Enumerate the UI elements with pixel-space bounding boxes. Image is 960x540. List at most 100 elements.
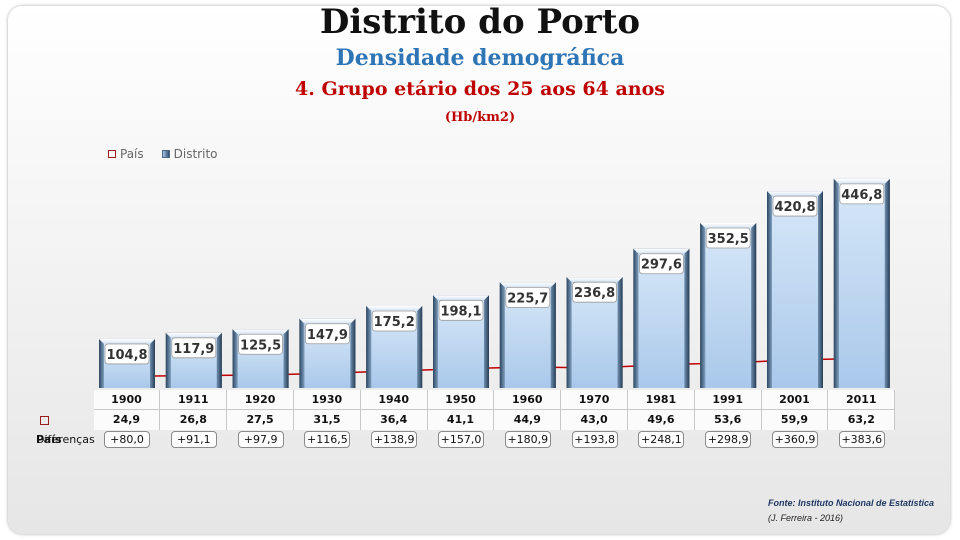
bar-label-1981: 297,6 <box>641 258 682 273</box>
difference-cell: +80,0 <box>104 431 150 448</box>
unit-label: (Hb/km2) <box>444 110 516 125</box>
bar-bevel-left <box>767 191 772 388</box>
pais-row-header: País <box>36 410 62 446</box>
bar-label-1930: 147,9 <box>307 328 348 343</box>
bar-bevel-left <box>433 295 438 388</box>
year-cell: 2001 <box>761 390 829 410</box>
bar-label-1920: 125,5 <box>240 338 281 353</box>
chart-title: Distrito do Porto <box>319 2 641 42</box>
year-cell: 1950 <box>427 390 495 410</box>
bar-bevel-left <box>366 306 372 388</box>
year-cell: 1970 <box>561 390 628 410</box>
bar-bevel-right <box>550 282 556 388</box>
diff-row-header: Diferenças <box>36 430 95 450</box>
difference-cell: +298,9 <box>705 431 752 448</box>
bar-label-box <box>371 310 417 332</box>
legend-label-distrito: Distrito <box>173 147 218 161</box>
bar-bevel-right <box>818 191 823 388</box>
bar-label-box <box>438 299 484 321</box>
legend: País Distrito <box>108 147 218 161</box>
bar-distrito-2011 <box>833 178 890 388</box>
difference-cell: +248,1 <box>638 431 685 448</box>
bar-bevel-top <box>767 191 823 197</box>
year-cell: 1920 <box>227 390 294 410</box>
bar-bevel-right <box>150 338 155 388</box>
bar-label-1960: 225,7 <box>507 291 548 306</box>
bar-label-box <box>572 281 617 303</box>
pais-value-cell: 59,9 <box>761 410 829 430</box>
bar-label-box <box>505 286 551 308</box>
bar-label-box <box>705 227 751 249</box>
bar-face <box>772 196 818 388</box>
bar-label-1950: 198,1 <box>440 304 481 319</box>
bar-bevel-left <box>566 277 572 388</box>
bar-bevel-left <box>700 223 706 388</box>
difference-cell: +180,9 <box>504 431 551 448</box>
source-note: Fonte: Instituto Nacional de Estatística <box>768 498 935 508</box>
bar-bevel-right <box>484 295 489 388</box>
bar-label-box <box>104 343 150 365</box>
difference-cell: +193,8 <box>571 431 618 448</box>
pais-row-marker <box>40 415 49 425</box>
bar-bevel-right <box>216 332 222 388</box>
bar-bevel-right <box>283 329 289 388</box>
legend-label-pais: País <box>120 147 144 161</box>
pais-value-cell: 41,1 <box>427 410 495 430</box>
bar-face <box>838 183 885 388</box>
pais-value-cell: 44,9 <box>494 410 562 430</box>
legend-item-pais: País <box>108 147 144 161</box>
bar-bevel-left <box>633 248 639 388</box>
pais-value-cell: 63,2 <box>828 410 896 430</box>
bar-face <box>705 228 752 388</box>
bar-bevel-top <box>99 338 155 344</box>
bar-bevel-right <box>884 178 890 388</box>
year-cell: 1900 <box>93 390 161 410</box>
bar-bevel-left <box>232 329 238 388</box>
pais-row-label: País <box>36 433 62 446</box>
pais-swatch <box>108 150 116 158</box>
difference-cell: +97,9 <box>237 431 284 448</box>
difference-cell: +157,0 <box>438 431 484 448</box>
author-note: (J. Ferreira - 2016) <box>768 513 844 523</box>
pais-value-cell: 49,6 <box>628 410 695 430</box>
bar-bevel-left <box>833 178 839 388</box>
chart-subtitle: Densidade demográfica <box>335 45 625 70</box>
bar-bevel-left <box>499 282 505 388</box>
bar-label-box <box>304 323 350 345</box>
bar-label-1900: 104,8 <box>106 348 147 363</box>
bar-label-2001: 420,8 <box>774 200 815 215</box>
bar-bevel-right <box>417 306 423 388</box>
bar-bevel-top <box>633 248 690 254</box>
bar-bevel-left <box>99 338 104 388</box>
pais-value-cell: 43,0 <box>561 410 628 430</box>
bar-label-1911: 117,9 <box>173 342 214 357</box>
bar-bevel-left <box>299 318 305 388</box>
bar-label-box <box>171 337 217 359</box>
bar-distrito-1981 <box>633 248 690 388</box>
year-cell: 1960 <box>494 390 562 410</box>
bar-bevel-top <box>366 306 423 312</box>
bar-bevel-right <box>350 318 356 388</box>
bar-distrito-2001 <box>767 191 823 388</box>
bar-bevel-top <box>499 282 556 288</box>
bar-bevel-top <box>833 178 890 184</box>
distrito-swatch <box>161 150 170 158</box>
diff-row-label: Diferenças <box>36 433 95 446</box>
year-cell: 1981 <box>628 390 695 410</box>
year-cell: 1991 <box>694 390 762 410</box>
bar-label-1940: 175,2 <box>374 315 415 330</box>
pais-value-cell: 31,5 <box>294 410 361 430</box>
bar-distrito-1991 <box>700 223 757 388</box>
bar-bevel-top <box>165 332 222 338</box>
difference-cell: +91,1 <box>170 431 217 448</box>
bar-bevel-top <box>566 277 623 283</box>
bar-bevel-right <box>751 223 757 388</box>
bar-bevel-right <box>684 248 690 388</box>
bar-label-2011: 446,8 <box>841 188 882 203</box>
bar-bevel-left <box>165 332 171 388</box>
pais-value-cell: 26,8 <box>160 410 228 430</box>
bar-bevel-top <box>433 295 489 301</box>
bar-label-box <box>839 183 885 205</box>
year-cell: 1940 <box>360 390 428 410</box>
